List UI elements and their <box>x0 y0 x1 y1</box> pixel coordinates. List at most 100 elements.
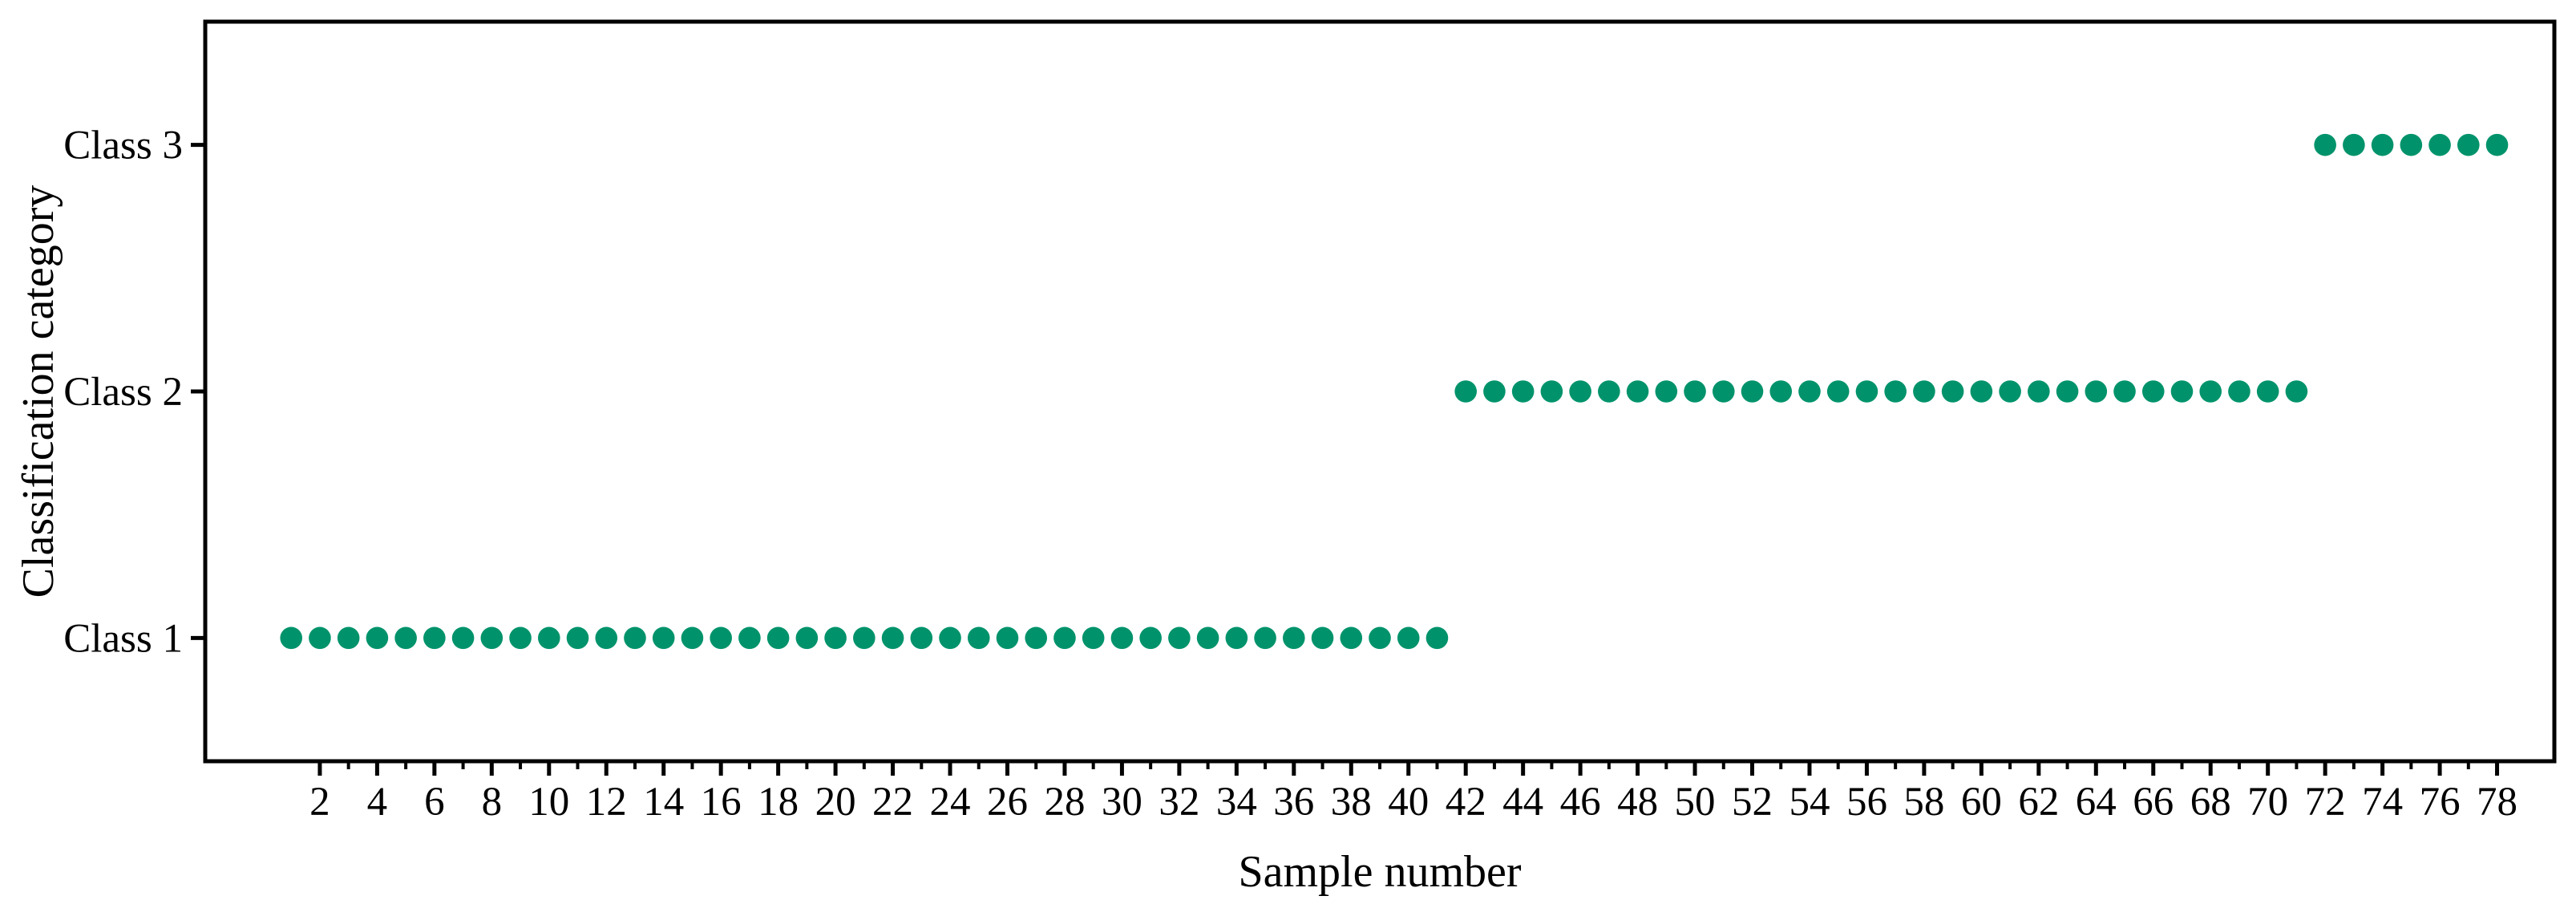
x-tick-label: 54 <box>1789 780 1830 825</box>
data-point <box>2028 380 2050 403</box>
x-tick-label: 24 <box>930 780 971 825</box>
x-tick-label: 40 <box>1388 780 1429 825</box>
x-tick-label: 8 <box>482 780 503 825</box>
data-point <box>766 626 790 650</box>
data-point <box>967 626 990 650</box>
x-tick-label: 12 <box>586 780 627 825</box>
data-point <box>1311 626 1334 650</box>
data-point <box>423 626 446 650</box>
x-tick-label: 74 <box>2362 780 2403 825</box>
data-point <box>1139 626 1162 650</box>
x-tick-label: 18 <box>758 780 799 825</box>
data-point <box>2256 380 2279 403</box>
data-point <box>595 626 618 650</box>
data-point <box>1483 380 1506 403</box>
data-point <box>2314 133 2336 156</box>
data-point <box>1769 380 1793 403</box>
x-tick-label: 30 <box>1102 780 1142 825</box>
data-point <box>824 626 847 650</box>
x-tick-label: 46 <box>1560 780 1601 825</box>
x-tick-label: 20 <box>815 780 856 825</box>
data-point <box>509 626 532 650</box>
x-tick-label: 52 <box>1732 780 1773 825</box>
data-point <box>910 626 933 650</box>
data-point <box>1970 380 1993 403</box>
data-point <box>1397 626 1420 650</box>
data-point <box>2371 133 2394 156</box>
data-point <box>1053 626 1076 650</box>
x-tick-label: 48 <box>1617 780 1658 825</box>
data-point <box>1655 380 1678 403</box>
data-point <box>1626 380 1649 403</box>
data-point <box>1884 380 1907 403</box>
data-point <box>681 626 704 650</box>
data-point <box>1454 380 1477 403</box>
data-point <box>2343 133 2365 156</box>
data-point <box>337 626 360 650</box>
x-tick-label: 38 <box>1331 780 1372 825</box>
y-tick-label: Class 1 <box>63 616 183 661</box>
x-tick-label: 50 <box>1675 780 1716 825</box>
data-point <box>2056 380 2079 403</box>
data-point <box>652 626 675 650</box>
data-point <box>2457 133 2480 156</box>
x-tick-label: 28 <box>1044 780 1085 825</box>
x-axis-ticks: 2 4 6 8 10 12 14 16 18 20 22 24 26 28 30 32 34 36 38 40 42 44… <box>309 761 2517 825</box>
x-tick-label: 56 <box>1846 780 1887 825</box>
data-point <box>1798 380 1821 403</box>
data-point <box>2113 380 2136 403</box>
data-point <box>1598 380 1620 403</box>
y-axis-label: Classification category <box>14 185 63 598</box>
data-point <box>795 626 819 650</box>
y-axis-ticks: Class 1 Class 2 Class 3 <box>63 124 205 661</box>
x-tick-label: 22 <box>872 780 913 825</box>
data-point <box>853 626 876 650</box>
data-point <box>1225 626 1248 650</box>
data-point <box>1254 626 1276 650</box>
x-tick-label: 64 <box>2076 780 2117 825</box>
x-tick-label: 72 <box>2305 780 2346 825</box>
x-tick-label: 14 <box>643 780 684 825</box>
data-point <box>738 626 761 650</box>
data-point <box>1511 380 1535 403</box>
data-point <box>1913 380 1935 403</box>
x-tick-label: 4 <box>367 780 388 825</box>
data-point <box>1712 380 1735 403</box>
data-point <box>996 626 1019 650</box>
data-point <box>624 626 646 650</box>
data-point <box>2485 133 2509 156</box>
data-point <box>881 626 904 650</box>
data-point <box>394 626 417 650</box>
x-tick-label: 34 <box>1216 780 1257 825</box>
x-tick-label: 66 <box>2133 780 2174 825</box>
data-point <box>1540 380 1563 403</box>
x-tick-label: 68 <box>2190 780 2231 825</box>
data-point <box>2228 380 2250 403</box>
data-point <box>1741 380 1764 403</box>
data-point <box>2170 380 2194 403</box>
x-tick-label: 10 <box>528 780 569 825</box>
data-point <box>2085 380 2108 403</box>
x-tick-label: 16 <box>701 780 742 825</box>
data-point <box>2285 380 2308 403</box>
x-tick-label: 6 <box>424 780 445 825</box>
x-tick-label: 76 <box>2420 780 2461 825</box>
data-point <box>1569 380 1591 403</box>
data-point <box>1855 380 1878 403</box>
data-point <box>537 626 560 650</box>
data-point <box>1110 626 1134 650</box>
data-point <box>1025 626 1048 650</box>
data-point <box>2428 133 2451 156</box>
x-tick-label: 2 <box>309 780 330 825</box>
data-point <box>1196 626 1219 650</box>
x-tick-label: 70 <box>2247 780 2288 825</box>
data-point <box>2199 380 2222 403</box>
data-point <box>566 626 589 650</box>
y-tick-label: Class 2 <box>63 370 183 415</box>
x-tick-label: 60 <box>1961 780 2002 825</box>
data-point <box>1369 626 1391 650</box>
x-tick-label: 58 <box>1903 780 1944 825</box>
data-point <box>1425 626 1449 650</box>
